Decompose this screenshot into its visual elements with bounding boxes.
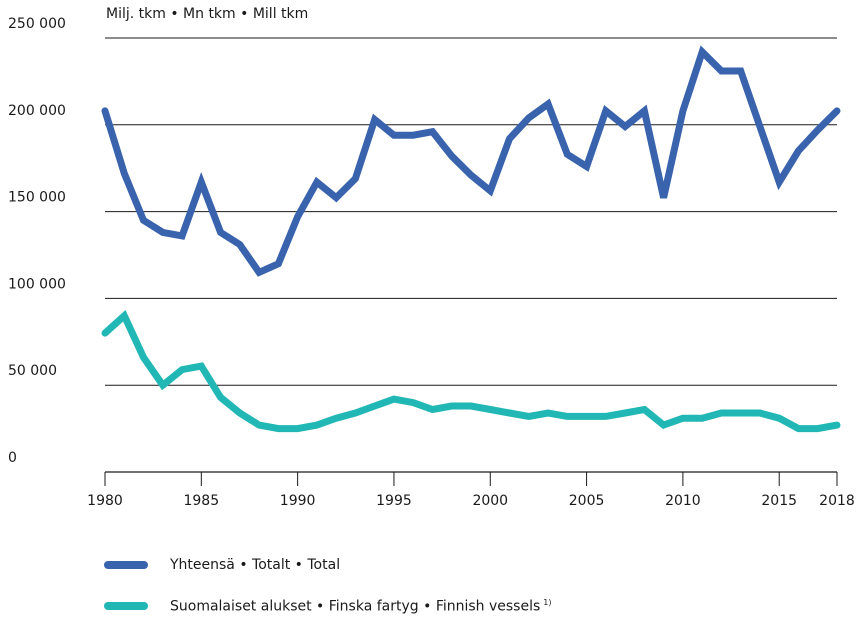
series-line-finnish-vessels xyxy=(101,310,841,433)
y-tick-labels: 0 50 000 100 000 150 000 200 000 250 000 xyxy=(8,16,66,466)
series-lines xyxy=(101,45,841,433)
grid-lines xyxy=(105,37,837,473)
y-axis-unit-label: Milj. tkm • Mn tkm • Mill tkm xyxy=(106,6,309,22)
y-tick-label: 0 xyxy=(8,450,17,466)
series-line-total xyxy=(101,45,841,277)
legend-label-total: Yhteensä • Totalt • Total xyxy=(170,557,341,573)
x-tick-label: 2010 xyxy=(665,493,701,509)
y-tick-label: 50 000 xyxy=(8,363,57,379)
y-tick-label: 100 000 xyxy=(8,276,66,292)
x-tick-label: 2018 xyxy=(819,493,855,509)
legend: Yhteensä • Totalt • Total Suomalaiset al… xyxy=(104,548,804,630)
x-tick-label: 2000 xyxy=(472,493,508,509)
x-tick-label: 1985 xyxy=(183,493,219,509)
x-tick-label: 1995 xyxy=(376,493,412,509)
legend-footnote-marker: 1) xyxy=(543,597,552,607)
x-tick-labels: 1980 1985 1990 1995 2000 2005 2010 2015 2018 xyxy=(87,472,855,509)
y-tick-label: 200 000 xyxy=(8,103,66,119)
legend-swatch-finnish-vessels xyxy=(104,602,148,610)
x-tick-label: 2005 xyxy=(569,493,605,509)
legend-item-finnish-vessels: Suomalaiset alukset • Finska fartyg • Fi… xyxy=(104,589,804,623)
x-tick-label: 1980 xyxy=(87,493,123,509)
x-tick-label: 1990 xyxy=(280,493,316,509)
legend-swatch-total xyxy=(104,561,148,569)
legend-label-finnish-vessels: Suomalaiset alukset • Finska fartyg • Fi… xyxy=(170,598,552,615)
legend-item-total: Yhteensä • Totalt • Total xyxy=(104,548,804,582)
x-tick-label: 2015 xyxy=(761,493,797,509)
legend-label-finnish-vessels-text: Suomalaiset alukset • Finska fartyg • Fi… xyxy=(170,598,541,615)
y-tick-label: 250 000 xyxy=(8,16,66,32)
y-tick-label: 150 000 xyxy=(8,190,66,206)
